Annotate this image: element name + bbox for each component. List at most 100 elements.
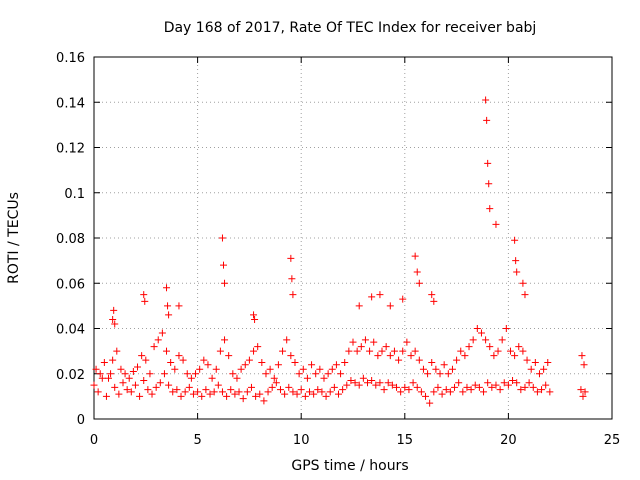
data-point	[347, 377, 355, 385]
data-point	[229, 370, 237, 378]
data-point	[231, 390, 239, 398]
data-point	[384, 379, 392, 387]
data-point	[386, 352, 394, 360]
data-point	[434, 383, 442, 391]
data-point	[123, 386, 131, 394]
data-point	[409, 379, 417, 387]
data-point	[484, 379, 492, 387]
data-point	[173, 386, 181, 394]
data-point	[502, 325, 510, 332]
data-point	[465, 343, 473, 351]
data-point	[393, 383, 401, 391]
data-point	[314, 386, 322, 394]
data-point	[386, 302, 394, 310]
data-point	[320, 374, 328, 382]
y-tick-label: 0	[77, 413, 85, 428]
data-point	[305, 388, 313, 396]
data-point	[111, 383, 119, 391]
data-point	[515, 343, 523, 351]
data-point	[289, 388, 297, 396]
data-point	[417, 388, 425, 396]
data-point	[533, 388, 541, 396]
data-point	[125, 374, 133, 382]
data-point	[521, 291, 529, 299]
data-point	[113, 347, 121, 355]
data-point	[247, 383, 255, 391]
x-tick-label: 0	[90, 433, 98, 448]
data-point	[115, 390, 123, 398]
data-point	[270, 374, 278, 382]
data-point	[288, 275, 296, 283]
data-point	[428, 358, 436, 366]
data-point	[471, 381, 479, 389]
data-point	[318, 388, 326, 396]
data-point	[163, 347, 171, 355]
data-point	[411, 347, 419, 355]
data-point	[376, 379, 384, 387]
data-point	[245, 356, 253, 364]
data-point	[134, 363, 142, 371]
data-point	[580, 361, 588, 369]
data-point	[212, 365, 220, 373]
data-point	[407, 352, 415, 360]
data-point	[512, 257, 520, 265]
data-point	[330, 383, 338, 391]
data-point	[308, 361, 316, 369]
data-point	[98, 374, 106, 382]
data-point	[291, 358, 299, 366]
data-point	[316, 365, 324, 373]
data-point	[469, 336, 477, 344]
data-point	[399, 295, 407, 303]
y-tick-label: 0.1	[64, 187, 85, 202]
data-point	[430, 297, 438, 305]
data-point	[485, 180, 493, 188]
data-point	[405, 386, 413, 394]
data-point	[129, 367, 137, 375]
data-point	[148, 390, 156, 398]
data-point	[577, 386, 585, 394]
data-point	[262, 370, 270, 378]
data-point	[399, 347, 407, 355]
data-point	[266, 365, 274, 373]
data-point	[492, 220, 500, 228]
data-point	[301, 392, 309, 400]
data-point	[287, 352, 295, 360]
data-point	[428, 291, 436, 299]
data-point	[432, 365, 440, 373]
data-point	[448, 365, 456, 373]
data-point	[415, 356, 423, 364]
data-point	[509, 377, 517, 385]
data-point	[424, 370, 432, 378]
data-point	[337, 370, 345, 378]
data-point	[494, 347, 502, 355]
x-tick-label: 15	[397, 433, 414, 448]
data-point	[403, 338, 411, 346]
data-point	[208, 374, 216, 382]
data-point	[90, 381, 98, 389]
data-point	[142, 356, 150, 364]
data-point	[422, 392, 430, 400]
data-point	[463, 383, 471, 391]
x-tick-label: 5	[193, 433, 201, 448]
data-point	[490, 352, 498, 360]
data-point	[165, 311, 173, 319]
data-point	[310, 390, 318, 398]
data-point	[480, 388, 488, 396]
y-tick-label: 0.14	[56, 96, 85, 111]
data-point	[438, 390, 446, 398]
data-point	[295, 370, 303, 378]
data-point	[332, 361, 340, 369]
data-point	[339, 386, 347, 394]
data-point	[411, 252, 419, 260]
data-point	[531, 358, 539, 366]
data-point	[96, 370, 104, 378]
data-point	[372, 381, 380, 389]
chart-title: Day 168 of 2017, Rate Of TEC Index for r…	[164, 20, 537, 36]
data-point	[171, 365, 179, 373]
data-point	[364, 379, 372, 387]
data-point	[241, 361, 249, 369]
data-point	[415, 279, 423, 287]
data-point	[227, 386, 235, 394]
data-point	[538, 386, 546, 394]
